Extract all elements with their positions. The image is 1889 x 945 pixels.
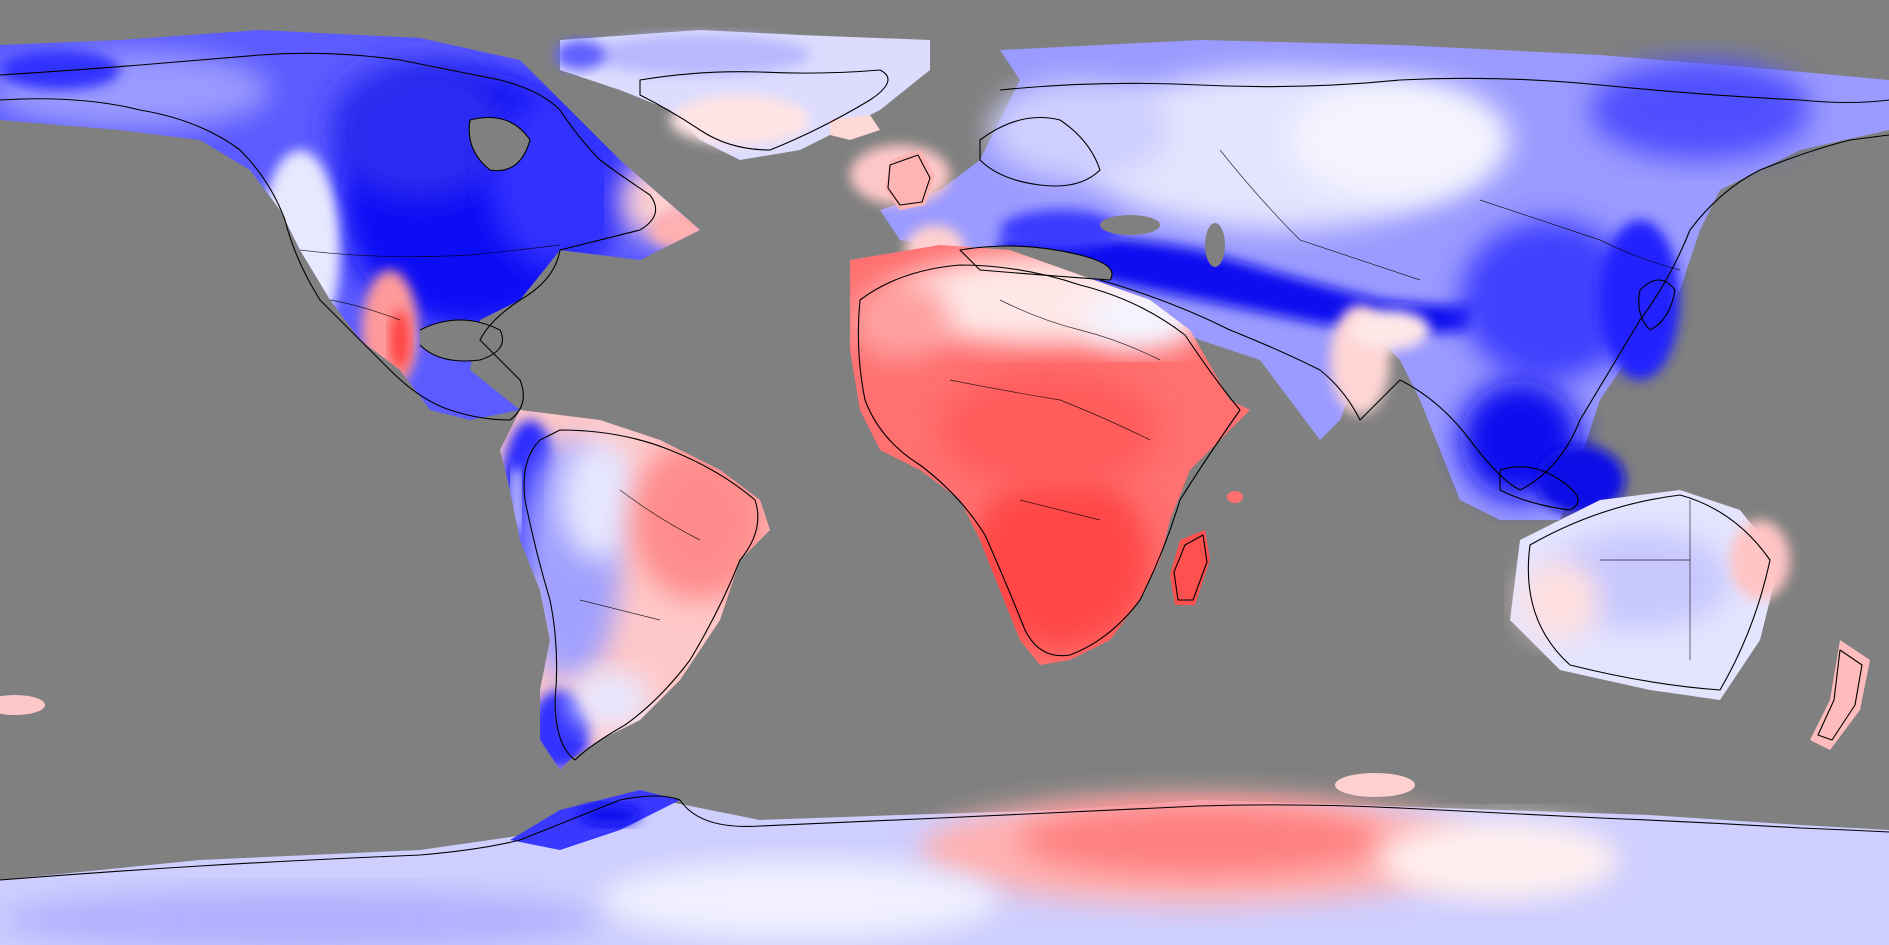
coastlines (0, 52, 1889, 881)
region-north-america (0, 30, 700, 420)
region-eurasia (850, 40, 1889, 520)
region-australia (1510, 490, 1790, 700)
country-borders (299, 149, 1691, 660)
region-new-zealand (1810, 640, 1870, 750)
region-iceland (830, 115, 880, 140)
region-patch (0, 695, 45, 715)
region-british-isles (885, 150, 935, 210)
region-madagascar (1170, 530, 1210, 605)
region-south-america (500, 410, 770, 770)
region-antarctica (0, 790, 1889, 945)
region-patch (1335, 773, 1415, 797)
region-patch (1227, 491, 1243, 503)
